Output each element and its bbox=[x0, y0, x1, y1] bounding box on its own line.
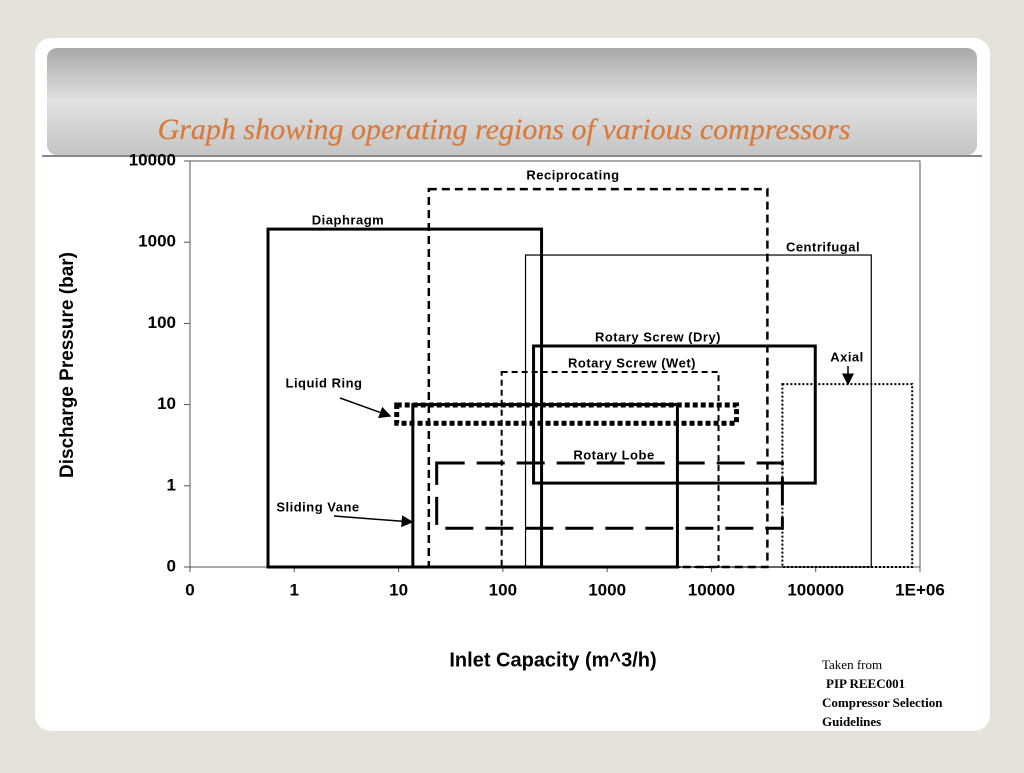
region-label: Liquid Ring bbox=[286, 375, 363, 390]
region-label: Reciprocating bbox=[526, 167, 619, 182]
x-axis-label: Inlet Capacity (m^3/h) bbox=[449, 649, 656, 671]
source-line: Guidelines bbox=[822, 714, 881, 729]
region-label: Axial bbox=[830, 349, 864, 364]
region-label: Sliding Vane bbox=[276, 499, 359, 514]
y-tick-label: 10 bbox=[157, 394, 176, 413]
region bbox=[532, 344, 817, 485]
x-tick-label: 10 bbox=[389, 580, 408, 599]
source-note: Taken from PIP REEC001 Compressor Select… bbox=[822, 657, 943, 729]
x-tick-label: 1E+06 bbox=[895, 580, 945, 599]
source-line: Taken from bbox=[822, 657, 882, 672]
region-label: Rotary Lobe bbox=[573, 447, 654, 462]
y-tick-label: 100 bbox=[148, 313, 176, 332]
region bbox=[781, 383, 914, 568]
region bbox=[266, 227, 544, 569]
region-label: Centrifugal bbox=[786, 239, 860, 254]
x-tick-label: 10000 bbox=[688, 580, 735, 599]
region bbox=[435, 461, 784, 530]
arrow bbox=[339, 397, 392, 419]
x-tick-label: 100000 bbox=[787, 580, 844, 599]
y-tick-label: 1 bbox=[167, 475, 176, 494]
y-tick-label: 0 bbox=[167, 556, 176, 575]
source-line: PIP REEC001 bbox=[826, 676, 905, 691]
region-label: Diaphragm bbox=[312, 212, 384, 227]
header-band bbox=[47, 48, 977, 155]
region-label: Rotary Screw (Wet) bbox=[568, 355, 696, 370]
region-label: Rotary Screw (Dry) bbox=[595, 329, 721, 344]
slide-title: Graph showing operating regions of vario… bbox=[158, 113, 851, 146]
region bbox=[411, 403, 679, 569]
x-tick-label: 1 bbox=[290, 580, 299, 599]
slide-card bbox=[35, 38, 990, 731]
x-tick-label: 0 bbox=[185, 580, 194, 599]
y-tick-label: 1000 bbox=[138, 232, 176, 251]
x-tick-label: 100 bbox=[489, 580, 517, 599]
y-axis-label: Discharge Pressure (bar) bbox=[57, 252, 78, 478]
source-line: Compressor Selection bbox=[822, 695, 943, 710]
x-tick-label: 1000 bbox=[588, 580, 626, 599]
arrow bbox=[333, 515, 414, 528]
y-tick-label: 10000 bbox=[129, 150, 176, 169]
